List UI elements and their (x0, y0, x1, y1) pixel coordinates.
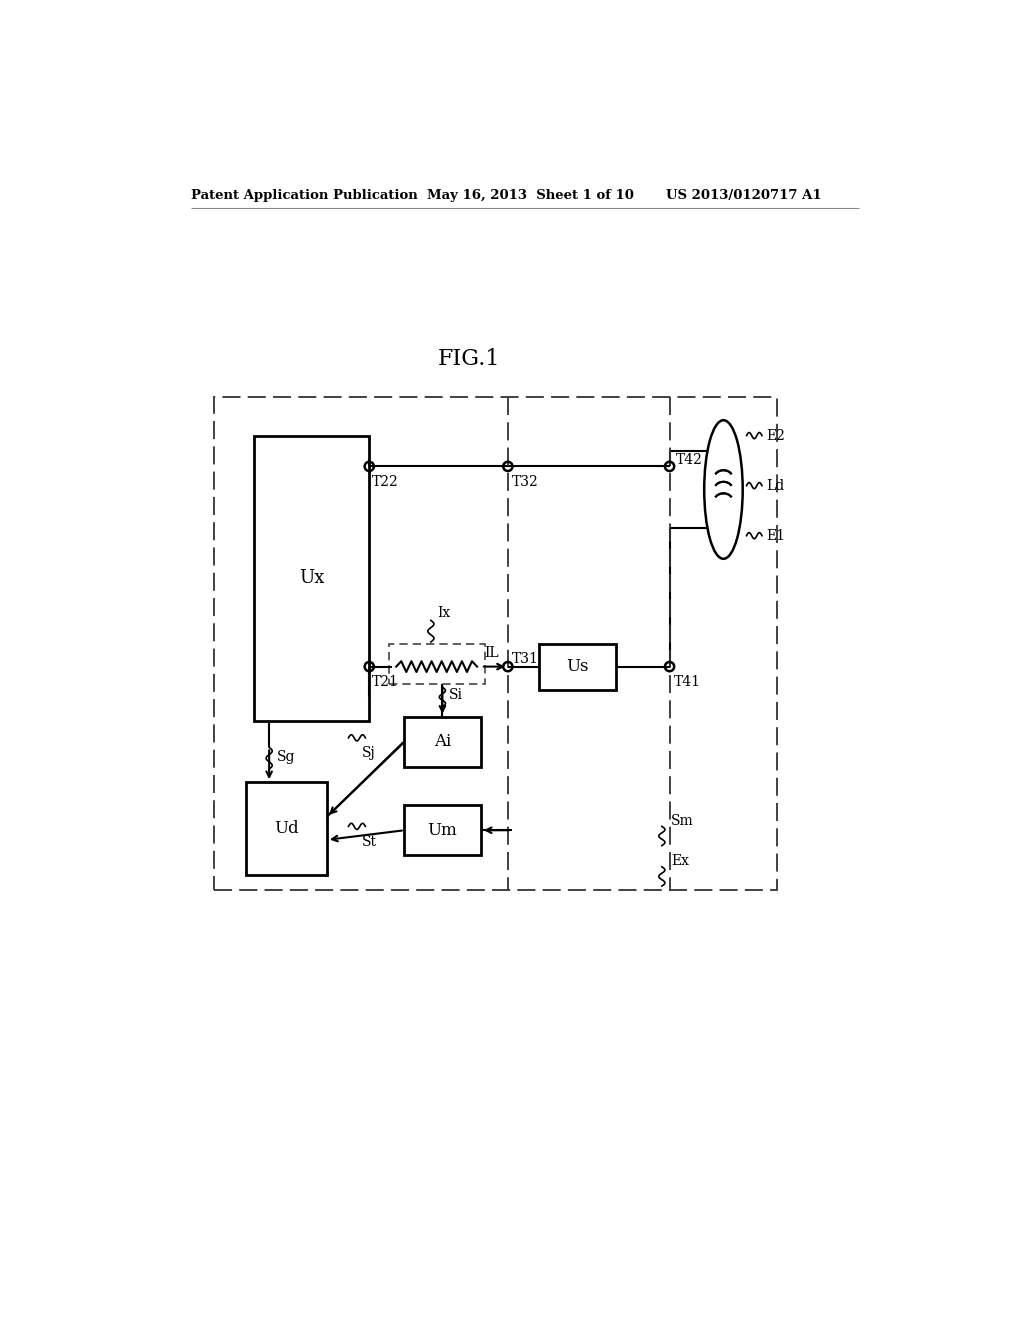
Bar (539, 644, 615, 689)
Text: St: St (361, 834, 377, 849)
Text: T31: T31 (512, 652, 539, 665)
Bar (718, 512, 729, 554)
Text: T21: T21 (372, 675, 398, 689)
Text: Um: Um (428, 822, 458, 838)
Text: T22: T22 (372, 475, 398, 488)
Text: Sg: Sg (276, 751, 295, 764)
Text: FIG.1: FIG.1 (438, 347, 501, 370)
Text: Us: Us (566, 659, 589, 675)
Text: T42: T42 (676, 453, 702, 467)
Text: T41: T41 (674, 675, 700, 689)
Text: Ud: Ud (274, 820, 299, 837)
Text: Sj: Sj (361, 746, 376, 760)
Text: Ex: Ex (671, 854, 689, 869)
Text: Ux: Ux (299, 569, 325, 587)
Bar (403, 805, 481, 855)
Text: E2: E2 (766, 429, 784, 442)
Text: Patent Application Publication: Patent Application Publication (190, 189, 418, 202)
Text: Si: Si (449, 688, 463, 702)
Text: Ld: Ld (766, 479, 784, 492)
Text: US 2013/0120717 A1: US 2013/0120717 A1 (666, 189, 821, 202)
Bar (214, 397, 777, 890)
Text: E1: E1 (766, 529, 784, 543)
Text: Sm: Sm (671, 814, 694, 828)
Bar (254, 436, 370, 721)
Bar (403, 717, 481, 767)
Ellipse shape (705, 420, 742, 558)
Text: T32: T32 (512, 475, 539, 488)
Bar (718, 424, 729, 466)
Text: IL: IL (484, 645, 500, 660)
Bar (246, 781, 327, 875)
Bar (388, 644, 484, 684)
Text: Ix: Ix (437, 606, 451, 619)
Text: May 16, 2013  Sheet 1 of 10: May 16, 2013 Sheet 1 of 10 (427, 189, 634, 202)
Text: Ai: Ai (434, 733, 451, 750)
